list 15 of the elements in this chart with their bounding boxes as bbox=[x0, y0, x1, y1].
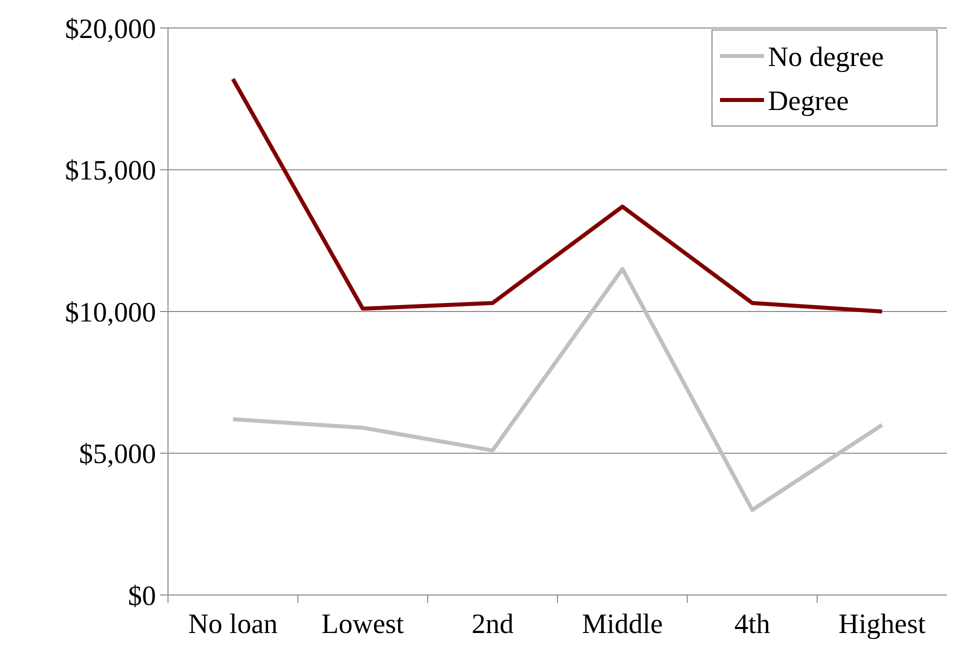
x-tick-label: 4th bbox=[734, 609, 770, 640]
y-tick-label: $0 bbox=[128, 580, 156, 612]
line-series bbox=[230, 77, 884, 314]
x-tick-label: No loan bbox=[188, 609, 278, 640]
x-tick-label: Lowest bbox=[322, 609, 404, 640]
line-series bbox=[230, 266, 884, 512]
x-tick-label: Highest bbox=[838, 609, 926, 640]
y-tick-label: $15,000 bbox=[65, 156, 156, 187]
y-tick-label: $5,000 bbox=[79, 439, 156, 470]
x-tick-label: 2nd bbox=[472, 609, 514, 640]
y-tick-label: $10,000 bbox=[65, 297, 156, 328]
legend-label: Degree bbox=[768, 86, 849, 117]
y-tick-label: $20,000 bbox=[65, 14, 156, 45]
legend-label: No degree bbox=[768, 42, 884, 73]
x-tick-label: Middle bbox=[582, 609, 663, 640]
